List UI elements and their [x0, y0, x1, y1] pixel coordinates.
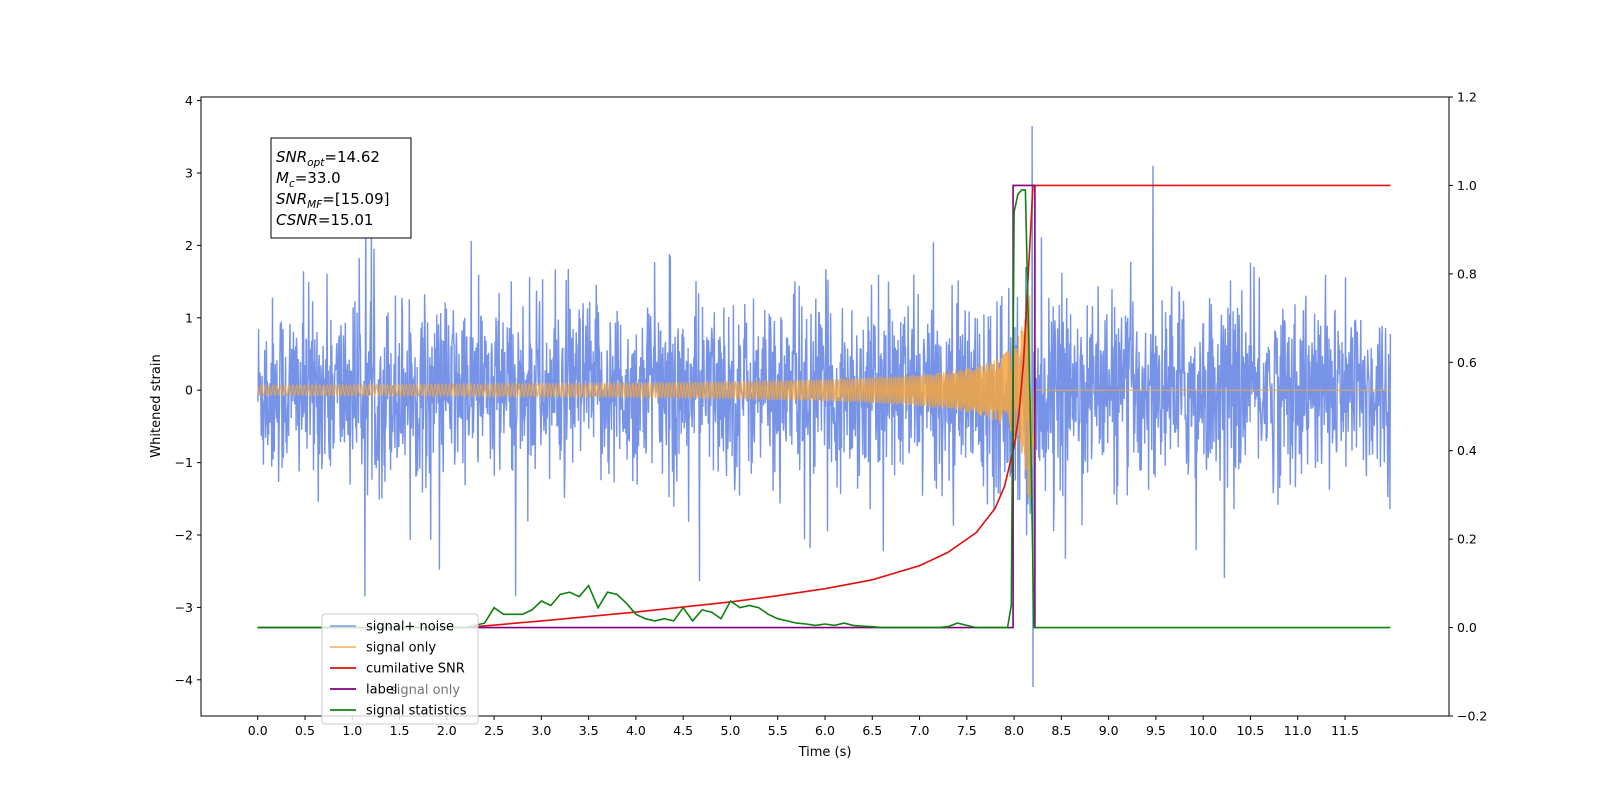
- annotation-value: =33.0: [295, 169, 341, 187]
- y2-tick-label: 0.2: [1457, 532, 1477, 547]
- x-tick-label: 2.0: [437, 723, 457, 738]
- series-signal-noise-line: [257, 125, 1392, 688]
- y-axis-right: 1.2 1.0 0.8 0.6 0.4 0.2 0.0 −0.2: [1449, 90, 1487, 724]
- snr-annotation-box: SNRopt=14.62Mc=33.0SNRMF=[15.09]CSNR=15.…: [270, 137, 412, 239]
- x-tick-label: 6.5: [862, 723, 882, 738]
- y2-tick-label: 1.2: [1457, 90, 1477, 105]
- plot-area: [257, 125, 1392, 688]
- legend-label: signal+ noise: [366, 620, 454, 635]
- y2-tick-label: 0.6: [1457, 355, 1477, 370]
- y-tick-label: −4: [175, 672, 193, 687]
- x-tick-label: 0.0: [248, 723, 268, 738]
- annotation-var: M: [276, 169, 289, 187]
- x-tick-label: 1.0: [342, 723, 362, 738]
- x-tick-label: 7.0: [910, 723, 930, 738]
- annotation-line: CSNR=15.01: [276, 211, 373, 229]
- x-tick-label: 4.0: [626, 723, 646, 738]
- x-tick-label: 5.5: [768, 723, 788, 738]
- legend-label: label: [366, 683, 397, 698]
- x-axis: 0.0 0.5 1.0 1.5 2.0 2.5 3.0 3.5 4.0 4.5 5.0 5.5 6.0 6…: [248, 716, 1359, 738]
- x-tick-label: 10.5: [1237, 723, 1265, 738]
- x-tick-label: 8.5: [1051, 723, 1071, 738]
- y-tick-label: 1: [185, 310, 193, 325]
- x-axis-label: Time (s): [798, 745, 852, 760]
- y2-tick-label: 0.4: [1457, 443, 1477, 458]
- x-tick-label: 3.0: [531, 723, 551, 738]
- legend-label: cumilative SNR: [366, 662, 465, 677]
- x-tick-label: 8.0: [1004, 723, 1024, 738]
- legend: signal+ noise signal only cumilative SNR la…: [321, 613, 479, 725]
- x-tick-label: 4.5: [673, 723, 693, 738]
- x-tick-label: 11.0: [1284, 723, 1312, 738]
- x-tick-label: 2.5: [484, 723, 504, 738]
- y2-tick-label: −0.2: [1457, 709, 1487, 724]
- annotation-var: SNR: [276, 190, 307, 208]
- x-tick-label: 7.5: [957, 723, 977, 738]
- annotation-var: CSNR: [276, 211, 318, 229]
- legend-frame: [321, 613, 479, 725]
- y-tick-label: −1: [175, 455, 193, 470]
- annotation-line: SNRopt=14.62: [276, 148, 380, 169]
- series-signal-statistics-line: [257, 189, 1391, 629]
- y-tick-label: −2: [175, 528, 193, 543]
- annotation-var: SNR: [276, 148, 307, 166]
- y-tick-label: 4: [185, 93, 193, 108]
- y2-tick-label: 0.0: [1457, 620, 1477, 635]
- annotation-line: SNRMF=[15.09]: [276, 190, 390, 211]
- legend-ghost-label: signal only: [390, 683, 460, 698]
- x-tick-label: 0.5: [295, 723, 315, 738]
- y-axis-left: 4 3 2 1 0 −1 −2 −3 −4: [175, 93, 201, 687]
- y-tick-label: 3: [185, 166, 193, 181]
- x-tick-label: 9.5: [1146, 723, 1166, 738]
- annotation-box-frame: [270, 137, 412, 239]
- series-signal-only-line: [257, 295, 1391, 499]
- x-tick-label: 11.5: [1331, 723, 1359, 738]
- annotation-value: =[15.09]: [322, 190, 389, 208]
- legend-label: signal only: [366, 641, 436, 656]
- y2-tick-label: 1.0: [1457, 178, 1477, 193]
- y-tick-label: −3: [175, 600, 193, 615]
- x-tick-label: 3.5: [579, 723, 599, 738]
- annotation-sub: opt: [307, 157, 325, 169]
- y2-tick-label: 0.8: [1457, 266, 1477, 281]
- annotation-line: Mc=33.0: [276, 169, 341, 190]
- x-tick-label: 10.0: [1189, 723, 1217, 738]
- x-tick-label: 9.0: [1099, 723, 1119, 738]
- legend-label: signal statistics: [366, 704, 467, 719]
- x-tick-label: 1.5: [390, 723, 410, 738]
- y-tick-label: 2: [185, 238, 193, 253]
- annotation-value: =14.62: [324, 148, 380, 166]
- annotation-value: =15.01: [318, 211, 374, 229]
- annotation-sub: c: [289, 178, 295, 190]
- x-tick-label: 5.0: [721, 723, 741, 738]
- x-tick-label: 6.0: [815, 723, 835, 738]
- y-tick-label: 0: [185, 383, 193, 398]
- y-axis-label: Whitened strain: [149, 354, 164, 457]
- annotation-sub: MF: [307, 199, 323, 211]
